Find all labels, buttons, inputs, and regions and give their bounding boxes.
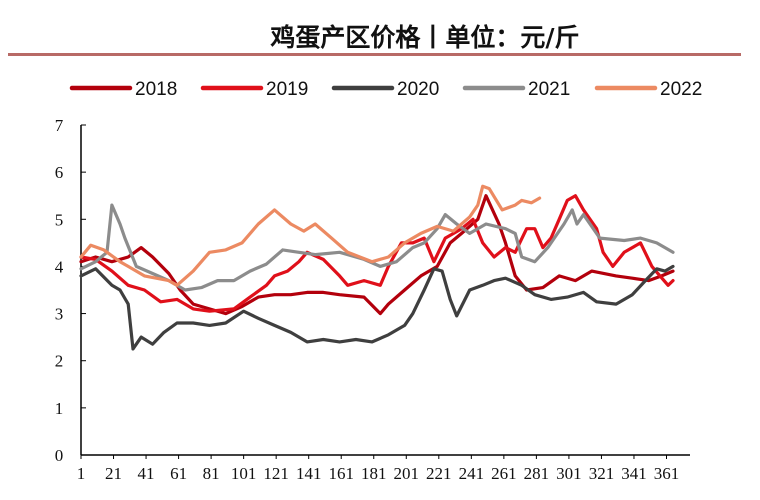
legend-label-2018: 2018 bbox=[135, 79, 177, 100]
x-tick-label: 341 bbox=[621, 464, 647, 483]
x-tick-label: 281 bbox=[524, 464, 550, 483]
chart-title: 鸡蛋产区价格丨单位：元/斤 bbox=[270, 23, 580, 52]
series-line-2022 bbox=[79, 184, 542, 287]
x-tick-label: 121 bbox=[263, 464, 289, 483]
x-tick-label: 41 bbox=[138, 464, 155, 483]
x-tick-label: 241 bbox=[459, 464, 485, 483]
y-tick-label: 0 bbox=[55, 446, 64, 465]
legend-label-2021: 2021 bbox=[528, 79, 570, 100]
x-tick-label: 141 bbox=[296, 464, 322, 483]
series-line-2019 bbox=[79, 194, 675, 313]
x-tick-label: 361 bbox=[654, 464, 680, 483]
x-tick-label: 321 bbox=[589, 464, 615, 483]
x-tick-label: 81 bbox=[203, 464, 220, 483]
legend-label-2022: 2022 bbox=[660, 79, 702, 100]
x-tick-label: 221 bbox=[426, 464, 452, 483]
y-tick-label: 5 bbox=[55, 210, 64, 229]
x-tick-label: 21 bbox=[105, 464, 122, 483]
series-lines bbox=[79, 184, 675, 351]
y-tick-label: 6 bbox=[55, 163, 64, 182]
y-tick-label: 7 bbox=[55, 116, 64, 135]
legend-label-2019: 2019 bbox=[266, 79, 308, 100]
x-tick-label: 161 bbox=[328, 464, 354, 483]
x-tick-label: 261 bbox=[491, 464, 517, 483]
x-tick-label: 181 bbox=[361, 464, 387, 483]
series-line-2021 bbox=[79, 203, 675, 292]
y-tick-label: 4 bbox=[55, 257, 64, 276]
legend: 2018 2019 2020 2021 2022 bbox=[69, 79, 702, 100]
x-tick-label: 101 bbox=[231, 464, 257, 483]
y-tick-label: 2 bbox=[55, 352, 64, 371]
y-tick-label: 1 bbox=[55, 399, 64, 418]
x-tick-label: 1 bbox=[77, 464, 86, 483]
y-tick-label: 3 bbox=[55, 305, 64, 324]
title-divider bbox=[8, 53, 741, 56]
x-tick-label: 61 bbox=[170, 464, 187, 483]
series-line-2020 bbox=[79, 264, 675, 351]
x-tick-label: 301 bbox=[556, 464, 582, 483]
legend-label-2020: 2020 bbox=[397, 79, 439, 100]
x-tick-label: 201 bbox=[394, 464, 420, 483]
